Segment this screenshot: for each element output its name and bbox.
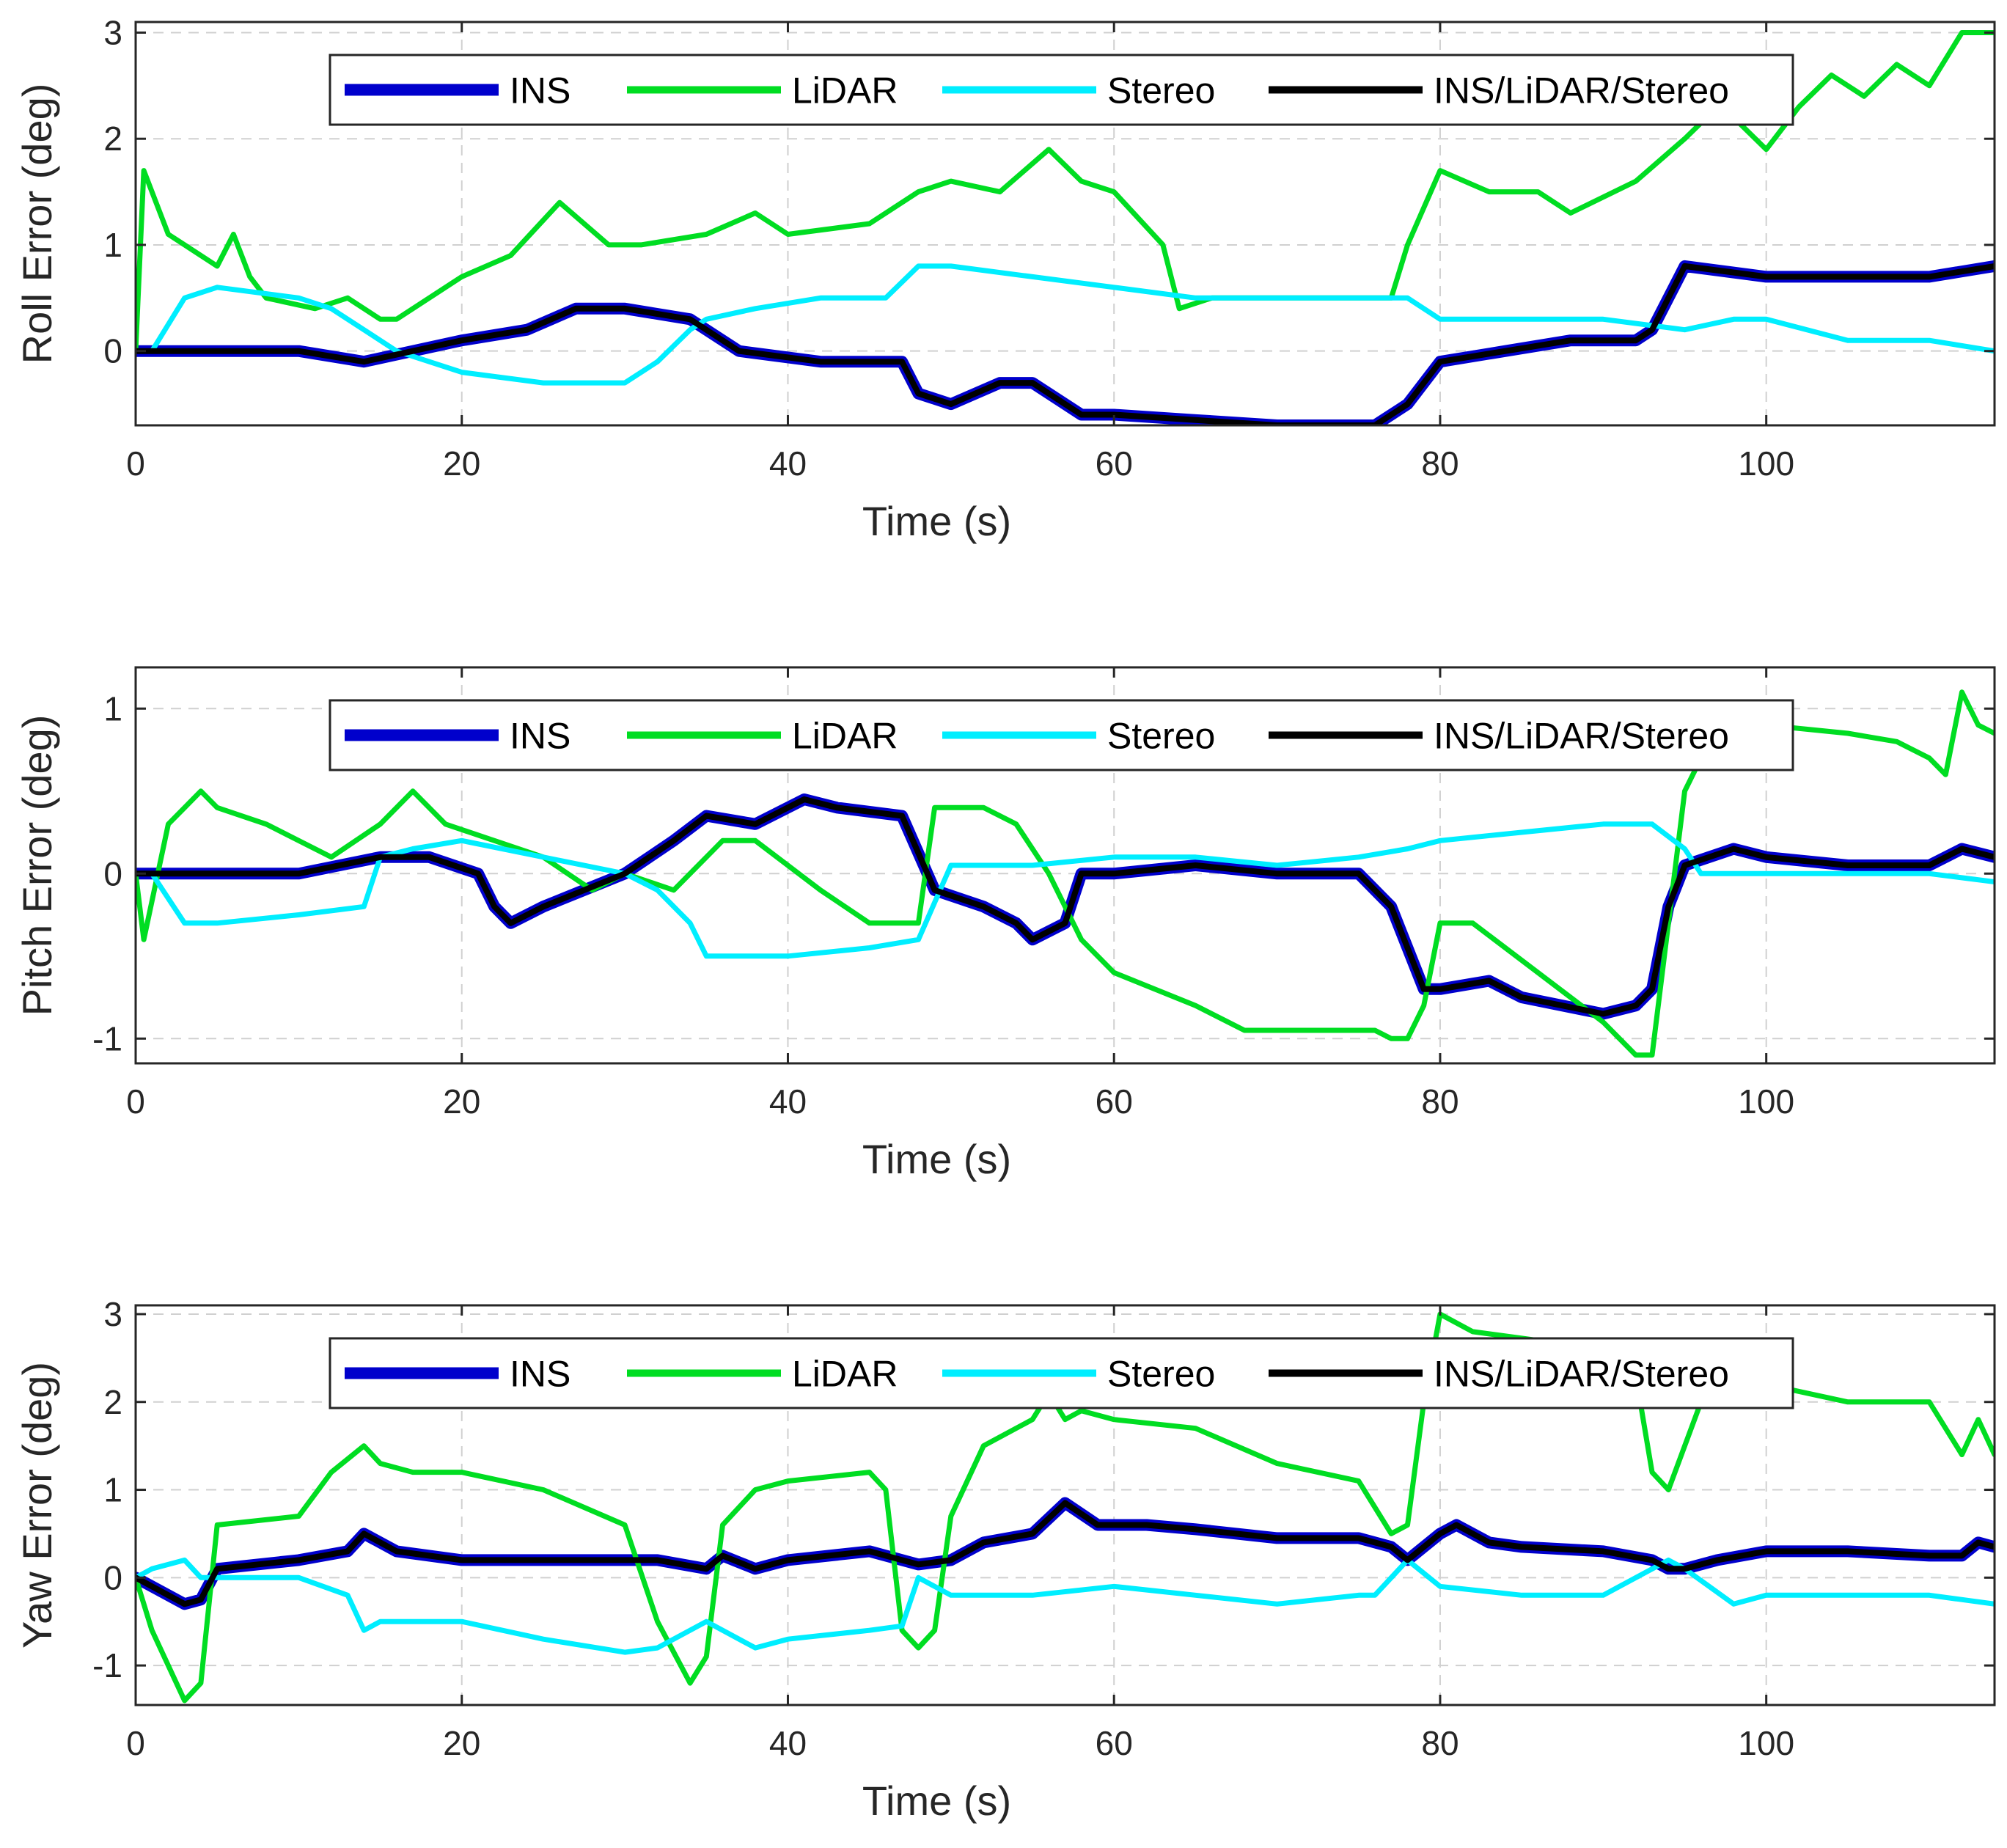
x-tick-label: 80 [1421, 1724, 1459, 1762]
chart-panel-1: 0 20 40 60 80 100 0 1 2 3 Time (s) Roll Error (deg)… [14, 13, 1996, 544]
series-group [136, 689, 1995, 1058]
series-group [136, 1311, 1995, 1704]
legend-label-stereo: Stereo [1107, 1354, 1215, 1395]
series-line-stereo [136, 821, 1995, 959]
y-tick-label: 0 [103, 332, 122, 370]
x-tick-label: 20 [443, 1082, 480, 1121]
legend-label-stereo: Stereo [1107, 716, 1215, 757]
x-axis-label: Time (s) [862, 1778, 1011, 1824]
y-tick-label: -1 [92, 1019, 122, 1057]
legend-label-ins-lidar-stereo: INS/LiDAR/Stereo [1434, 1354, 1729, 1395]
y-tick-label: 1 [103, 1471, 122, 1509]
x-tick-label: 80 [1421, 1082, 1459, 1121]
x-tick-label: 0 [126, 444, 145, 483]
legend-label-stereo: Stereo [1107, 70, 1215, 111]
x-tick-label: 20 [443, 444, 480, 483]
legend: INS LiDAR Stereo INS/LiDAR/Stereo [329, 54, 1794, 126]
y-tick-label: 3 [103, 13, 122, 51]
x-tick-label: 20 [443, 1724, 480, 1762]
legend-label-ins-lidar-stereo: INS/LiDAR/Stereo [1434, 716, 1729, 757]
x-axis-label: Time (s) [862, 1136, 1011, 1182]
legend-label-lidar: LiDAR [792, 70, 898, 111]
y-tick-label: 2 [103, 1383, 122, 1421]
y-tick-label: -1 [92, 1646, 122, 1684]
chart-panel-3: 0 20 40 60 80 100 -1 0 1 2 3 Time (s) Yaw Error (deg… [14, 1295, 1996, 1824]
y-axis-label: Roll Error (deg) [14, 84, 60, 364]
legend-label-ins: INS [510, 70, 570, 111]
y-axis-label: Yaw Error (deg) [14, 1362, 60, 1649]
axes-box [134, 21, 1996, 427]
x-tick-label: 100 [1738, 444, 1794, 483]
series-line-ins-lidar-stereo [136, 263, 1995, 425]
y-tick-label: 0 [103, 1558, 122, 1596]
x-tick-label: 100 [1738, 1724, 1794, 1762]
y-tick-label: 1 [103, 689, 122, 727]
y-tick-label: 1 [103, 226, 122, 264]
legend-label-ins: INS [510, 716, 570, 757]
axes-box [134, 666, 1996, 1065]
x-tick-label: 40 [769, 444, 807, 483]
legend: INS LiDAR Stereo INS/LiDAR/Stereo [329, 699, 1794, 771]
x-tick-label: 40 [769, 1082, 807, 1121]
y-tick-label: 3 [103, 1295, 122, 1333]
x-axis-label: Time (s) [862, 498, 1011, 544]
legend-label-ins-lidar-stereo: INS/LiDAR/Stereo [1434, 70, 1729, 111]
y-tick-label: 2 [103, 120, 122, 158]
x-tick-label: 60 [1096, 444, 1133, 483]
legend: INS LiDAR Stereo INS/LiDAR/Stereo [329, 1337, 1794, 1409]
series-line-stereo [136, 263, 1995, 386]
x-tick-label: 0 [126, 1724, 145, 1762]
legend-label-ins: INS [510, 1354, 570, 1395]
legend-label-lidar: LiDAR [792, 716, 898, 757]
x-tick-label: 60 [1096, 1082, 1133, 1121]
x-tick-label: 40 [769, 1724, 807, 1762]
y-axis-label: Pitch Error (deg) [14, 715, 60, 1016]
x-tick-label: 0 [126, 1082, 145, 1121]
x-tick-label: 80 [1421, 444, 1459, 483]
legend-label-lidar: LiDAR [792, 1354, 898, 1395]
y-tick-label: 0 [103, 854, 122, 892]
series-line-stereo [136, 1557, 1995, 1655]
axes-box [134, 1304, 1996, 1706]
series-line-ins-lidar-stereo [136, 1500, 1995, 1607]
x-tick-label: 60 [1096, 1724, 1133, 1762]
series-group [136, 30, 1995, 425]
series-line-lidar [136, 1311, 1995, 1704]
series-line-ins-lidar-stereo [136, 796, 1995, 1017]
x-tick-label: 100 [1738, 1082, 1794, 1121]
